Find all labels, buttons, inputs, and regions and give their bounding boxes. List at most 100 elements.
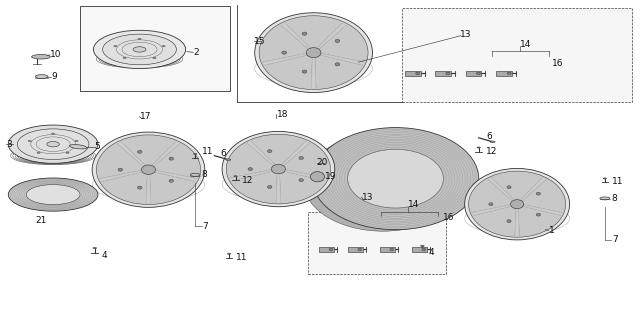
Ellipse shape <box>66 152 69 153</box>
Ellipse shape <box>93 30 186 69</box>
Polygon shape <box>520 178 546 201</box>
Text: 21: 21 <box>35 216 47 225</box>
Ellipse shape <box>446 72 450 75</box>
Text: 14: 14 <box>408 200 420 209</box>
Ellipse shape <box>227 253 231 254</box>
Ellipse shape <box>227 134 330 204</box>
Ellipse shape <box>123 57 126 59</box>
Ellipse shape <box>114 46 117 47</box>
Ellipse shape <box>75 140 78 142</box>
Ellipse shape <box>37 152 40 153</box>
Ellipse shape <box>312 128 479 230</box>
Text: 3: 3 <box>6 140 12 149</box>
Text: 12: 12 <box>486 147 498 156</box>
Ellipse shape <box>169 179 173 182</box>
Text: 19: 19 <box>325 172 337 181</box>
Text: 7: 7 <box>202 222 208 231</box>
Bar <box>402 8 632 102</box>
Text: 5: 5 <box>95 142 100 151</box>
Ellipse shape <box>8 178 98 211</box>
Ellipse shape <box>416 72 420 75</box>
Text: 17: 17 <box>140 112 151 121</box>
Ellipse shape <box>299 179 303 182</box>
Ellipse shape <box>248 167 253 171</box>
Bar <box>319 247 334 252</box>
Ellipse shape <box>307 48 321 58</box>
Ellipse shape <box>190 173 200 176</box>
Polygon shape <box>321 54 364 65</box>
Text: 7: 7 <box>612 235 618 244</box>
Ellipse shape <box>489 203 493 205</box>
Bar <box>497 71 512 76</box>
Ellipse shape <box>118 168 123 171</box>
Bar <box>466 71 481 76</box>
Text: 15: 15 <box>254 37 266 46</box>
Polygon shape <box>311 58 316 88</box>
Bar <box>412 247 427 252</box>
Ellipse shape <box>422 248 426 251</box>
Text: 14: 14 <box>520 40 531 48</box>
Ellipse shape <box>420 245 424 247</box>
Ellipse shape <box>477 147 481 148</box>
Ellipse shape <box>268 185 272 189</box>
Text: 1: 1 <box>548 226 554 235</box>
Polygon shape <box>285 170 326 181</box>
Text: 10: 10 <box>50 50 61 59</box>
Polygon shape <box>152 142 179 166</box>
Ellipse shape <box>259 16 368 90</box>
Bar <box>405 71 420 76</box>
Ellipse shape <box>153 57 156 59</box>
Text: 20: 20 <box>317 158 328 167</box>
Bar <box>80 6 230 91</box>
Polygon shape <box>317 23 346 49</box>
Ellipse shape <box>358 248 362 251</box>
Ellipse shape <box>138 186 142 189</box>
Ellipse shape <box>335 63 340 66</box>
Ellipse shape <box>508 72 511 75</box>
Text: 6: 6 <box>221 149 227 158</box>
Ellipse shape <box>93 248 97 249</box>
Ellipse shape <box>138 38 141 40</box>
Polygon shape <box>147 174 150 203</box>
Ellipse shape <box>477 72 481 75</box>
Ellipse shape <box>133 47 146 52</box>
Bar <box>348 247 363 252</box>
Polygon shape <box>282 23 310 49</box>
Ellipse shape <box>282 51 287 54</box>
Ellipse shape <box>299 157 303 160</box>
Text: 13: 13 <box>362 193 373 202</box>
Polygon shape <box>488 178 514 201</box>
Polygon shape <box>515 209 519 235</box>
Bar <box>308 212 446 274</box>
Ellipse shape <box>255 13 372 93</box>
Ellipse shape <box>28 140 31 142</box>
Ellipse shape <box>31 55 51 59</box>
Ellipse shape <box>222 131 335 207</box>
Text: 13: 13 <box>460 30 471 39</box>
Ellipse shape <box>92 132 205 207</box>
Ellipse shape <box>17 129 89 160</box>
Ellipse shape <box>536 192 540 195</box>
Ellipse shape <box>390 248 394 251</box>
Text: 9: 9 <box>51 72 57 81</box>
Ellipse shape <box>465 168 570 240</box>
Ellipse shape <box>26 185 80 204</box>
Ellipse shape <box>47 142 60 147</box>
Ellipse shape <box>8 125 98 163</box>
Text: 8: 8 <box>202 170 207 179</box>
Polygon shape <box>100 171 142 181</box>
Ellipse shape <box>138 150 142 153</box>
Text: 12: 12 <box>242 176 253 185</box>
Text: 6: 6 <box>486 132 492 141</box>
Ellipse shape <box>304 134 462 231</box>
Ellipse shape <box>35 75 48 78</box>
Ellipse shape <box>468 171 566 237</box>
Ellipse shape <box>536 213 540 216</box>
Ellipse shape <box>507 186 511 189</box>
Ellipse shape <box>226 159 231 160</box>
Ellipse shape <box>193 153 197 154</box>
Ellipse shape <box>271 164 285 174</box>
Ellipse shape <box>310 172 324 182</box>
Polygon shape <box>248 141 275 166</box>
Text: 16: 16 <box>552 59 563 68</box>
